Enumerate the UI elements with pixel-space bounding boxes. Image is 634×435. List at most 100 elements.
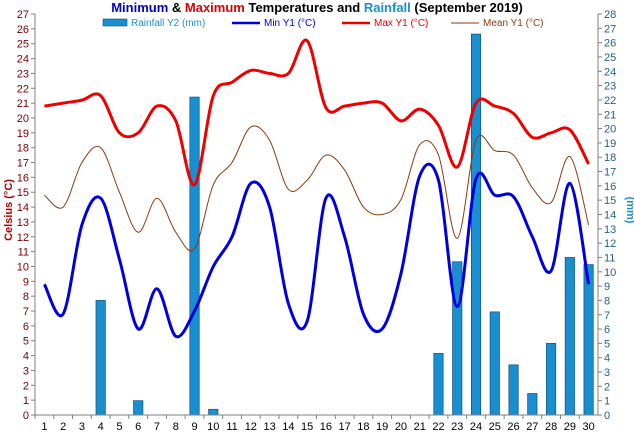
rainfall-bar-day-22 — [433, 353, 444, 416]
y-right-tick-label-2: 2 — [604, 381, 610, 393]
x-tick-label-29: 29 — [564, 421, 576, 433]
y-right-tick-label-15: 15 — [604, 195, 616, 207]
y-right-tick-label-20: 20 — [604, 124, 616, 136]
rainfall-bar-day-30 — [583, 264, 594, 416]
y-right-tick-label-28: 28 — [604, 9, 616, 21]
x-tick-label-25: 25 — [489, 421, 501, 433]
x-tick-label-28: 28 — [545, 421, 557, 433]
rainfall-bar-day-27 — [527, 393, 538, 416]
y-right-tick-label-12: 12 — [604, 238, 616, 250]
temperature-lines — [43, 38, 591, 339]
max-temperature-line — [44, 38, 590, 187]
y-left-tick-label-5: 5 — [23, 336, 29, 348]
y-right-tick-label-25: 25 — [604, 52, 616, 64]
x-tick-label-16: 16 — [320, 421, 332, 433]
x-tick-label-24: 24 — [470, 421, 482, 433]
legend-label-3: Mean Y1 (°C) — [483, 18, 544, 29]
rainfall-bar-day-29 — [564, 257, 575, 416]
y-right-tick-label-26: 26 — [604, 38, 616, 50]
x-tick-label-7: 7 — [154, 421, 160, 433]
rainfall-bar-day-25 — [489, 311, 500, 416]
x-tick-label-26: 26 — [507, 421, 519, 433]
y-right-tick-label-27: 27 — [604, 23, 616, 35]
y-left-tick-label-17: 17 — [17, 158, 29, 170]
x-tick-label-30: 30 — [582, 421, 594, 433]
y-left-tick-label-6: 6 — [23, 321, 29, 333]
title-part-5: (September 2019) — [411, 0, 523, 15]
x-tick-label-2: 2 — [60, 421, 66, 433]
x-tick-label-21: 21 — [414, 421, 426, 433]
y-right-tick-label-18: 18 — [604, 152, 616, 164]
x-tick-label-6: 6 — [135, 421, 141, 433]
x-tick-label-18: 18 — [357, 421, 369, 433]
y-right-tick-label-16: 16 — [604, 181, 616, 193]
y-left-tick-label-18: 18 — [17, 143, 29, 155]
x-tick-label-4: 4 — [98, 421, 104, 433]
x-tick-label-3: 3 — [79, 421, 85, 433]
y-left-tick-label-20: 20 — [17, 113, 29, 125]
y-left-tick-label-10: 10 — [17, 261, 29, 273]
y-left-tick-label-1: 1 — [23, 395, 29, 407]
y-right-tick-label-13: 13 — [604, 224, 616, 236]
y-left-tick-label-7: 7 — [23, 306, 29, 318]
x-tick-label-20: 20 — [395, 421, 407, 433]
y-left-tick-label-3: 3 — [23, 365, 29, 377]
legend-label-1: Min Y1 (°C) — [264, 18, 316, 29]
x-tick-label-14: 14 — [282, 421, 294, 433]
x-tick-label-8: 8 — [173, 421, 179, 433]
y-axis-right-label: (mm) — [624, 197, 634, 224]
title-part-2: Maximum — [185, 0, 245, 15]
x-tick-label-27: 27 — [526, 421, 538, 433]
rainfall-bar-day-6 — [133, 400, 144, 416]
y-left-tick-label-11: 11 — [18, 247, 29, 259]
title-part-3: Temperatures and — [245, 0, 364, 15]
y-right-tick-label-9: 9 — [604, 281, 610, 293]
chart-legend: Rainfall Y2 (mm) Min Y1 (°C) Max Y1 (°C) Me… — [102, 18, 544, 29]
rainfall-bar-day-26 — [508, 364, 519, 416]
y-right-tick-label-1: 1 — [604, 396, 610, 408]
y-left-tick-label-27: 27 — [17, 9, 29, 21]
legend-label-2: Max Y1 (°C) — [374, 18, 428, 29]
title-part-0: Minimum — [111, 0, 168, 15]
y-axis-left-label: Celsius (°C) — [3, 179, 15, 241]
y-right-tick-label-3: 3 — [604, 367, 610, 379]
y-left-tick-label-22: 22 — [17, 83, 29, 95]
y-left-tick-label-24: 24 — [17, 54, 29, 66]
min-temperature-line — [43, 162, 591, 339]
y-left-tick-label-2: 2 — [23, 380, 29, 392]
x-tick-label-10: 10 — [207, 421, 219, 433]
y-right-tick-label-7: 7 — [604, 310, 610, 322]
y-right-tick-label-6: 6 — [604, 324, 610, 336]
title-part-4: Rainfall — [364, 0, 411, 15]
x-tick-label-19: 19 — [376, 421, 388, 433]
x-tick-label-23: 23 — [451, 421, 463, 433]
y-left-tick-label-15: 15 — [17, 187, 29, 199]
x-tick-label-5: 5 — [116, 421, 122, 433]
y-right-tick-label-21: 21 — [604, 109, 616, 121]
y-left-tick-label-12: 12 — [17, 232, 29, 244]
rainfall-bar-day-24 — [470, 33, 482, 416]
y-right-tick-label-23: 23 — [604, 81, 616, 93]
y-right-tick-label-8: 8 — [604, 295, 610, 307]
y-left-tick-label-0: 0 — [23, 410, 29, 422]
chart-title: Minimum & Maximum Temperatures and Rainf… — [111, 0, 523, 15]
chart-title-text: Minimum & Maximum Temperatures and Rainf… — [111, 0, 523, 15]
y-left-tick-label-9: 9 — [23, 276, 29, 288]
y-right-tick-label-14: 14 — [604, 210, 616, 222]
x-tick-label-17: 17 — [339, 421, 351, 433]
rainfall-bars — [95, 33, 594, 416]
y-left-tick-label-13: 13 — [17, 217, 29, 229]
y-right-tick-label-4: 4 — [604, 353, 610, 365]
x-tick-label-15: 15 — [301, 421, 313, 433]
x-tick-label-11: 11 — [226, 421, 237, 433]
y-left-tick-label-23: 23 — [17, 68, 29, 80]
mean-temperature-line — [44, 125, 590, 252]
legend-label-0: Rainfall Y2 (mm) — [131, 18, 205, 29]
rainfall-bar-day-9 — [189, 96, 200, 416]
legend-swatch-rainfall — [102, 18, 128, 27]
title-part-1: & — [168, 0, 185, 15]
y-left-tick-label-14: 14 — [17, 202, 29, 214]
y-right-tick-label-22: 22 — [604, 95, 616, 107]
y-right-tick-label-19: 19 — [604, 138, 616, 150]
